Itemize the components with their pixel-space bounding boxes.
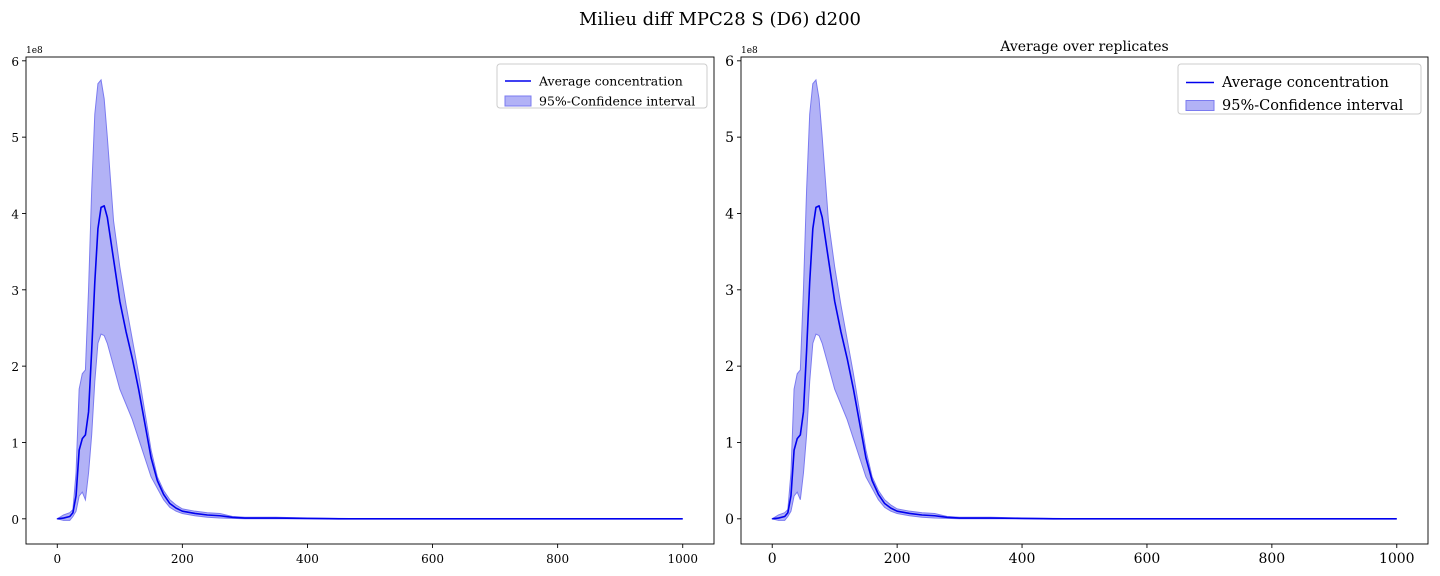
legend-band-swatch: [1185, 100, 1215, 111]
x-tick-label: 200: [884, 551, 911, 567]
right-chart-panel: 0 200 400 600 800 1000 0 1 2 3 4 5 6 1e8 Average over …: [725, 39, 1429, 567]
average-line: [772, 205, 1397, 520]
axes-title: Average over replicates: [999, 39, 1168, 55]
y-tick-label: 5: [725, 130, 734, 146]
x-tick-label: 1000: [1379, 551, 1415, 567]
x-tick-label: 200: [171, 552, 194, 566]
legend-band-swatch: [504, 95, 532, 107]
figure-suptitle: Milieu diff MPC28 S (D6) d200: [579, 9, 861, 30]
y-tick-label: 3: [11, 284, 19, 298]
legend-box: [1177, 63, 1422, 115]
x-tick-label: 600: [421, 552, 444, 566]
x-tick-label: 0: [53, 552, 61, 566]
average-line: [57, 205, 683, 520]
y-tick-label: 1: [11, 436, 19, 450]
y-tick-label: 4: [725, 206, 734, 222]
y-tick-label: 4: [11, 207, 19, 221]
y-tick-label: 0: [11, 513, 19, 527]
y-tick-label: 2: [11, 360, 19, 374]
y-offset-label: 1e8: [26, 46, 43, 56]
confidence-band: [55, 78, 683, 521]
left-chart-panel: 0 200 400 600 800 1000 0 1 2 3 4 5 6 1e8 Average conce…: [11, 46, 715, 566]
legend-label-interval: 95%-Confidence interval: [539, 94, 695, 109]
legend-label-interval: 95%-Confidence interval: [1222, 98, 1404, 114]
legend-label-average: Average concentration: [1221, 75, 1389, 91]
y-tick-label: 6: [11, 55, 19, 69]
y-offset-label: 1e8: [741, 46, 758, 56]
x-tick-label: 800: [546, 552, 569, 566]
legend-label-average: Average concentration: [538, 74, 683, 89]
x-tick-label: 0: [768, 551, 777, 567]
x-tick-label: 1000: [667, 552, 698, 566]
y-tick-label: 1: [725, 435, 734, 451]
x-tick-label: 600: [1134, 551, 1161, 567]
x-tick-label: 400: [296, 552, 319, 566]
confidence-band: [770, 78, 1397, 521]
axes-frame: [740, 56, 1429, 545]
x-tick-label: 800: [1258, 551, 1285, 567]
y-tick-label: 3: [725, 283, 734, 299]
x-tick-label: 400: [1009, 551, 1036, 567]
y-tick-label: 5: [11, 131, 19, 145]
y-tick-label: 0: [725, 512, 734, 528]
y-tick-label: 6: [725, 54, 734, 70]
y-tick-label: 2: [725, 359, 734, 375]
legend-box: [496, 63, 708, 109]
axes-frame: [25, 56, 715, 545]
